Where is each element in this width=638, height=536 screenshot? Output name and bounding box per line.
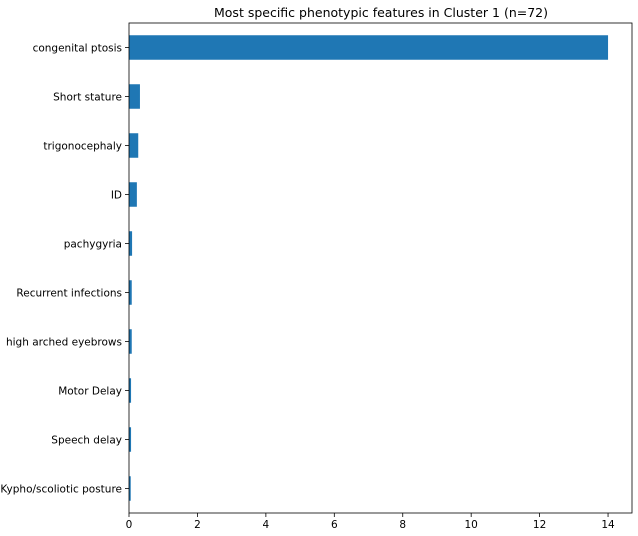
bar-7 <box>129 378 132 403</box>
category-label-9: Kypho/scoliotic posture <box>0 483 122 495</box>
chart-title: Most specific phenotypic features in Clu… <box>214 5 548 20</box>
category-label-5: Recurrent infections <box>16 287 122 299</box>
category-label-4: pachygyria <box>64 238 122 250</box>
x-tick-label-7: 14 <box>601 519 615 531</box>
bar-2 <box>129 133 139 158</box>
category-labels: congenital ptosis Short stature trigonocep… <box>0 42 129 495</box>
category-label-2: trigonocephaly <box>43 140 122 152</box>
bar-5 <box>129 280 132 305</box>
x-tick-label-3: 6 <box>331 519 338 531</box>
bar-8 <box>129 427 132 452</box>
bar-6 <box>129 329 132 354</box>
category-label-3: ID <box>111 189 122 201</box>
bars-group <box>129 35 609 501</box>
x-tick-label-6: 12 <box>533 519 546 531</box>
plot-frame <box>128 22 633 514</box>
bar-9 <box>129 476 131 501</box>
category-label-1: Short stature <box>53 91 122 103</box>
bar-1 <box>129 84 140 109</box>
category-label-7: Motor Delay <box>58 385 122 397</box>
category-label-8: Speech delay <box>51 434 122 446</box>
x-tick-label-5: 10 <box>464 519 477 531</box>
x-tick-label-1: 2 <box>194 519 201 531</box>
bar-3 <box>129 182 137 207</box>
bar-4 <box>129 231 133 256</box>
x-tick-label-2: 4 <box>263 519 270 531</box>
x-axis-ticks: 0 2 4 6 8 10 12 14 <box>126 513 615 531</box>
bar-0 <box>129 35 609 60</box>
category-label-0: congenital ptosis <box>33 42 122 54</box>
category-label-6: high arched eyebrows <box>6 336 122 348</box>
x-tick-label-0: 0 <box>126 519 133 531</box>
x-tick-label-4: 8 <box>399 519 406 531</box>
